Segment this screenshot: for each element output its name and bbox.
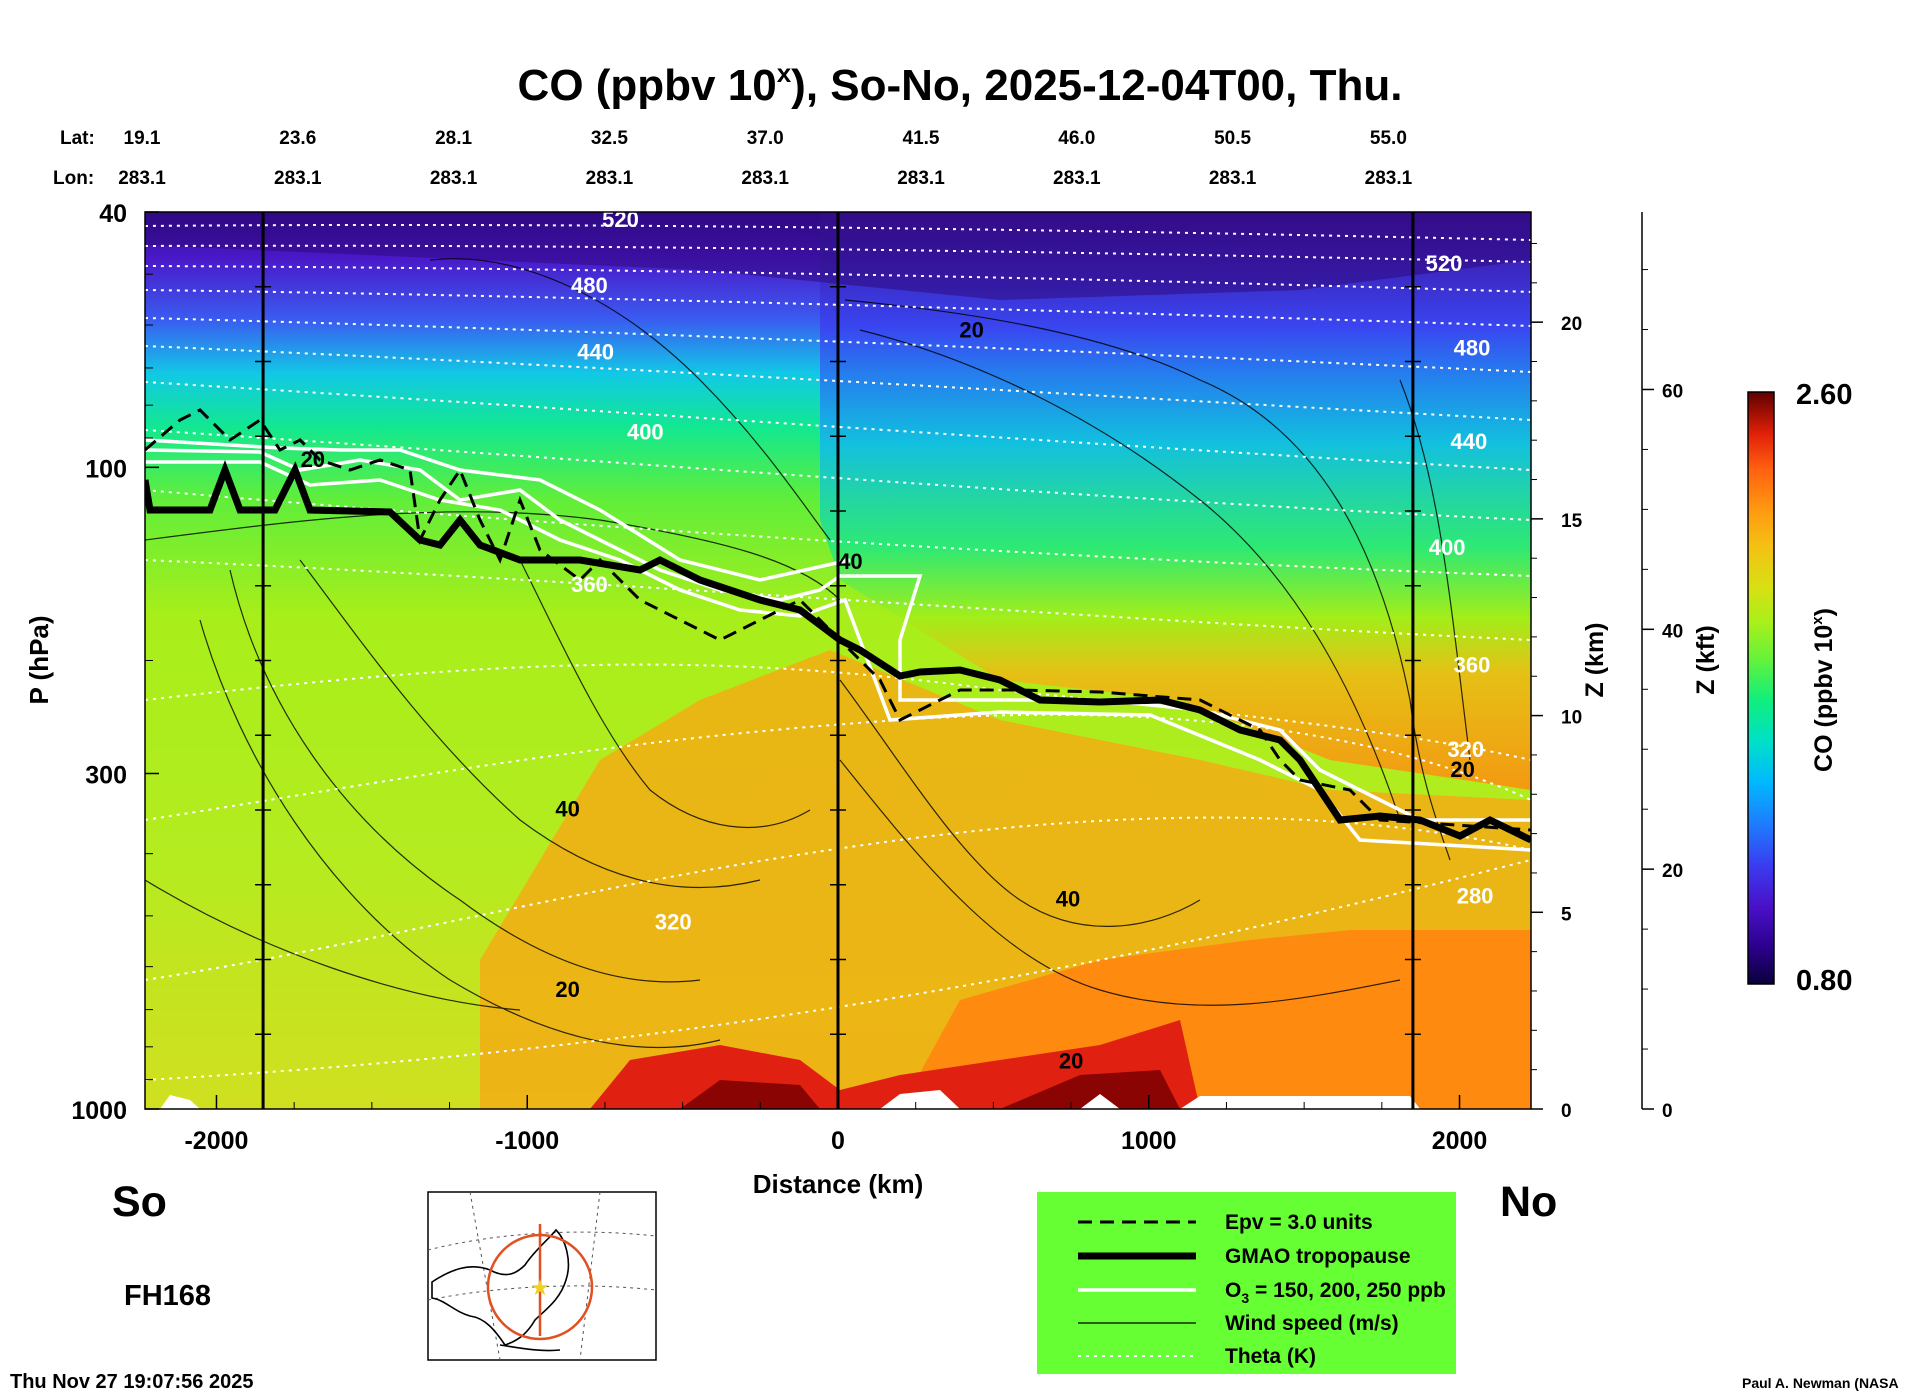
theta-labels: 520 480 440 400 360 320 520 480 440 400 360 320 280 bbox=[571, 207, 1494, 934]
map-center-star-icon: ★ bbox=[530, 1275, 550, 1300]
wind-label: 20 bbox=[959, 318, 983, 343]
gmao-tropopause bbox=[145, 460, 1531, 844]
legend-label-theta: Theta (K) bbox=[1225, 1345, 1316, 1368]
lon-value: 283.1 bbox=[741, 168, 789, 189]
x-tick-label: 1000 bbox=[1121, 1127, 1177, 1155]
y-axis-title: P (hPa) bbox=[24, 615, 54, 704]
lon-value: 283.1 bbox=[430, 168, 478, 189]
chart-title: CO (ppbv 10x), So-No, 2025-12-04T00, Thu… bbox=[518, 58, 1403, 110]
z-kft-tick-label: 60 bbox=[1662, 381, 1683, 402]
lon-value: 283.1 bbox=[274, 168, 322, 189]
wind-label: 40 bbox=[838, 549, 862, 574]
z-km-tick-label: 10 bbox=[1561, 708, 1582, 729]
lat-value: 32.5 bbox=[591, 128, 628, 149]
theta-label: 400 bbox=[1429, 535, 1466, 560]
wind-labels: 20 20 40 40 40 20 20 20 bbox=[301, 318, 1475, 1074]
north-label: No bbox=[1500, 1178, 1557, 1226]
lat-value: 50.5 bbox=[1214, 128, 1251, 149]
colorbar-min-label: 0.80 bbox=[1796, 965, 1852, 997]
p-tick-label: 100 bbox=[85, 455, 127, 483]
legend-label-epv: Epv = 3.0 units bbox=[1225, 1211, 1373, 1234]
credit: Paul A. Newman (NASA bbox=[1742, 1375, 1899, 1391]
z-km-tick-label: 15 bbox=[1561, 511, 1583, 532]
x-tick-label: 2000 bbox=[1432, 1127, 1488, 1155]
p-tick-label: 1000 bbox=[71, 1097, 127, 1125]
lat-value: 37.0 bbox=[747, 128, 784, 149]
theta-label: 480 bbox=[571, 273, 608, 298]
z-km-tick-label: 20 bbox=[1561, 314, 1582, 335]
lat-label: Lat: bbox=[60, 128, 95, 149]
z-kft-axis-title: Z (kft) bbox=[1692, 625, 1720, 694]
lat-value: 46.0 bbox=[1058, 128, 1095, 149]
lon-value: 283.1 bbox=[897, 168, 945, 189]
theta-label: 440 bbox=[1450, 429, 1487, 454]
wind-label: 20 bbox=[1059, 1048, 1083, 1073]
lon-label: Lon: bbox=[53, 168, 94, 189]
theta-label: 360 bbox=[1454, 653, 1491, 678]
theta-label: 400 bbox=[627, 420, 664, 445]
co-field-darkred-surface bbox=[680, 1070, 1180, 1109]
theta-label: 320 bbox=[1447, 737, 1484, 762]
forecast-hour-label: FH168 bbox=[124, 1280, 211, 1312]
theta-label: 480 bbox=[1454, 335, 1491, 360]
x-axis-title: Distance (km) bbox=[753, 1169, 924, 1199]
lon-value: 283.1 bbox=[1053, 168, 1101, 189]
theta-label: 520 bbox=[1426, 251, 1463, 276]
x-tick-label: -2000 bbox=[184, 1127, 248, 1155]
wind-label: 20 bbox=[301, 447, 325, 472]
legend-label-wind: Wind speed (m/s) bbox=[1225, 1312, 1399, 1335]
lat-value: 41.5 bbox=[903, 128, 940, 149]
z-kft-tick-label: 40 bbox=[1662, 621, 1683, 642]
lat-lon-header: 19.1 23.6 28.1 32.5 37.0 41.5 46.0 50.5 55.0 283.… bbox=[118, 128, 1412, 189]
section-marker-lines bbox=[255, 212, 1421, 1109]
wind-contours bbox=[145, 258, 1471, 1049]
lon-value: 283.1 bbox=[586, 168, 634, 189]
colorbar-max-label: 2.60 bbox=[1796, 379, 1852, 411]
theta-label: 520 bbox=[602, 207, 639, 232]
legend-label-tropopause: GMAO tropopause bbox=[1225, 1245, 1411, 1268]
axes: -2000 -1000 0 1000 2000 40 100 300 1000 0 5 10 15 20 0… bbox=[71, 200, 1683, 1155]
lat-value: 28.1 bbox=[435, 128, 472, 149]
x-tick-label: 0 bbox=[831, 1127, 845, 1155]
surface-mask bbox=[160, 1090, 1420, 1109]
z-km-tick-label: 0 bbox=[1561, 1101, 1572, 1122]
timestamp: Thu Nov 27 19:07:56 2025 bbox=[10, 1371, 253, 1393]
theta-label: 280 bbox=[1457, 884, 1494, 909]
epv-line bbox=[145, 408, 1531, 832]
south-label: So bbox=[112, 1178, 167, 1226]
wind-label: 40 bbox=[555, 796, 579, 821]
z-km-axis-title: Z (km) bbox=[1581, 623, 1609, 698]
lat-value: 55.0 bbox=[1370, 128, 1407, 149]
legend-label-ozone: O3 = 150, 200, 250 ppb bbox=[1225, 1279, 1446, 1306]
colorbar-title: CO (ppbv 10x) bbox=[1809, 608, 1838, 772]
p-tick-label: 40 bbox=[99, 200, 127, 228]
x-tick-label: -1000 bbox=[495, 1127, 559, 1155]
wind-label: 40 bbox=[1056, 887, 1080, 912]
ozone-contours bbox=[145, 438, 1531, 852]
lon-value: 283.1 bbox=[1365, 168, 1413, 189]
lat-value: 23.6 bbox=[279, 128, 316, 149]
z-km-tick-label: 5 bbox=[1561, 904, 1572, 925]
theta-label: 360 bbox=[571, 572, 608, 597]
map-inset: ★ bbox=[427, 1191, 657, 1361]
wind-label: 20 bbox=[555, 977, 579, 1002]
lon-value: 283.1 bbox=[118, 168, 166, 189]
map-coastline bbox=[431, 1228, 570, 1352]
theta-label: 320 bbox=[655, 909, 692, 934]
lat-value: 19.1 bbox=[124, 128, 161, 149]
p-tick-label: 300 bbox=[85, 761, 127, 789]
theta-label: 440 bbox=[577, 340, 614, 365]
legend: Epv = 3.0 units GMAO tropopause O3 = 150… bbox=[1037, 1192, 1456, 1374]
z-kft-tick-label: 20 bbox=[1662, 861, 1683, 882]
colorbar bbox=[1747, 391, 1775, 985]
wind-label: 20 bbox=[1450, 757, 1474, 782]
z-kft-tick-label: 0 bbox=[1662, 1101, 1673, 1122]
lon-value: 283.1 bbox=[1209, 168, 1257, 189]
